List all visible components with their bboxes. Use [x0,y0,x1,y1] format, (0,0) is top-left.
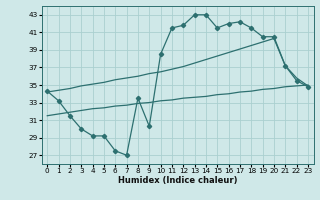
X-axis label: Humidex (Indice chaleur): Humidex (Indice chaleur) [118,176,237,185]
